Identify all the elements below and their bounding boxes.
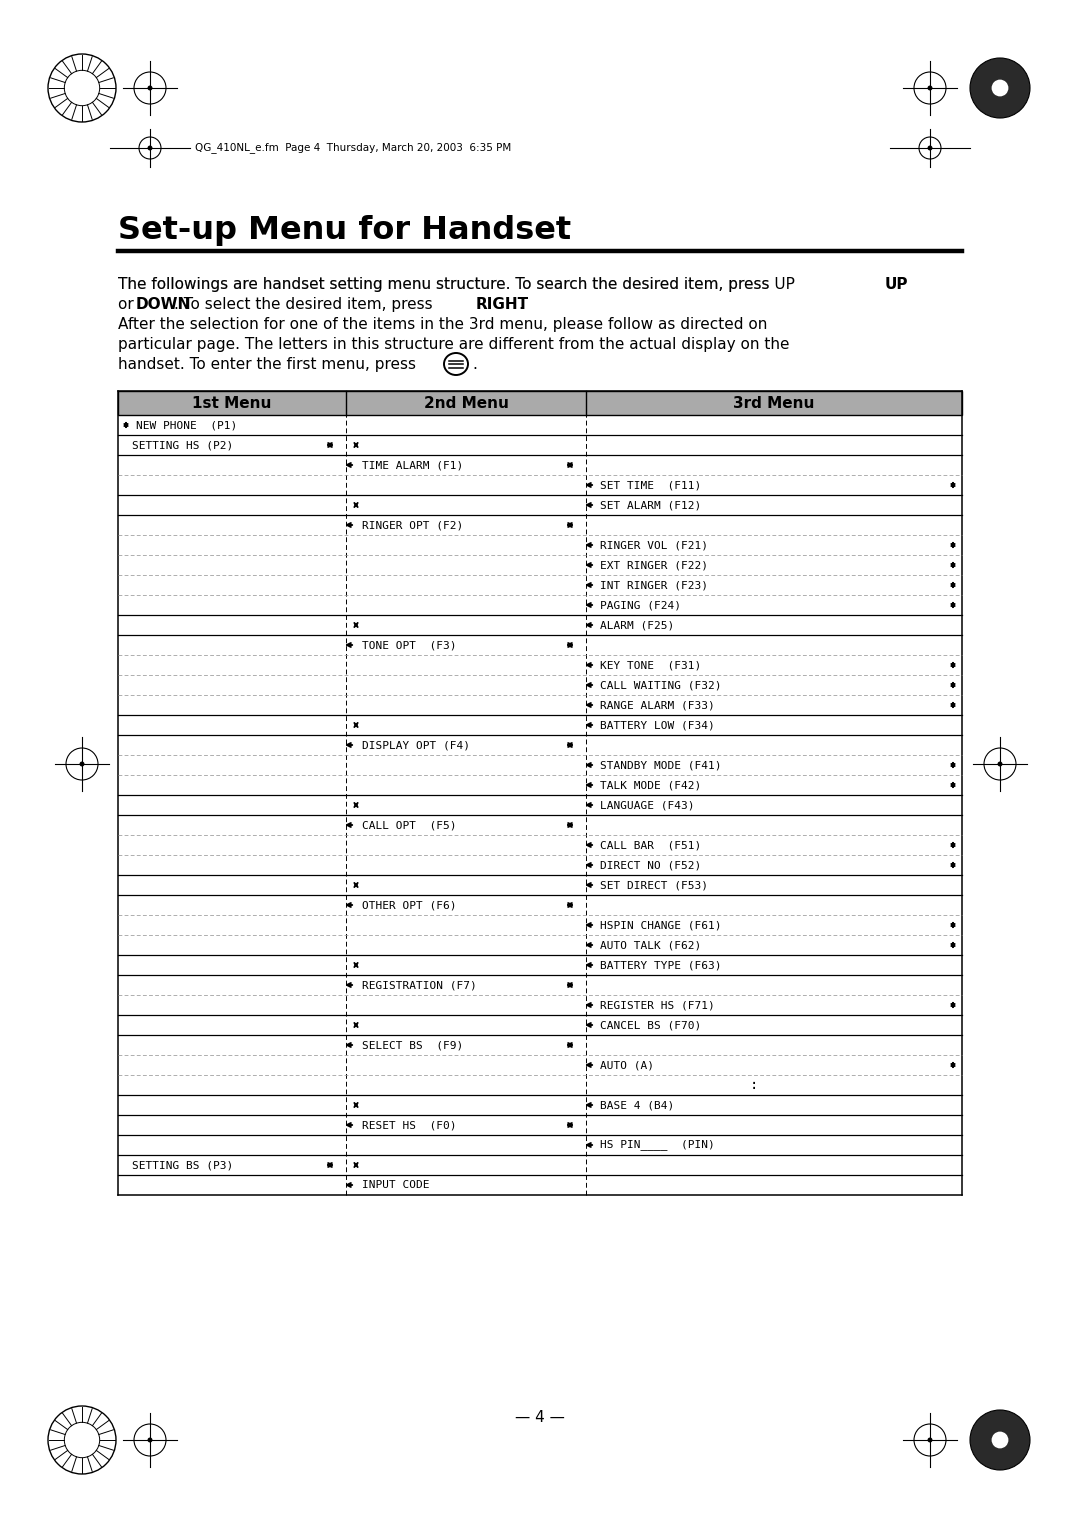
Text: SETTING BS (P3): SETTING BS (P3) [132, 1160, 233, 1170]
Circle shape [970, 58, 1030, 118]
Text: TIME ALARM (F1): TIME ALARM (F1) [362, 460, 463, 471]
Text: BATTERY TYPE (F63): BATTERY TYPE (F63) [600, 960, 721, 970]
Text: SET DIRECT (F53): SET DIRECT (F53) [600, 880, 708, 889]
Text: RINGER OPT (F2): RINGER OPT (F2) [362, 520, 463, 530]
Text: AUTO TALK (F62): AUTO TALK (F62) [600, 940, 701, 950]
Text: ALARM (F25): ALARM (F25) [600, 620, 674, 630]
Circle shape [991, 79, 1009, 96]
Circle shape [148, 145, 152, 150]
Text: DISPLAY OPT (F4): DISPLAY OPT (F4) [362, 740, 470, 750]
Text: INT RINGER (F23): INT RINGER (F23) [600, 581, 708, 590]
Text: EXT RINGER (F22): EXT RINGER (F22) [600, 559, 708, 570]
Text: DIRECT NO (F52): DIRECT NO (F52) [600, 860, 701, 869]
Text: REGISTER HS (F71): REGISTER HS (F71) [600, 999, 715, 1010]
Text: . To select the desired item, press: . To select the desired item, press [174, 296, 437, 312]
Text: BATTERY LOW (F34): BATTERY LOW (F34) [600, 720, 715, 730]
Text: The followings are handset setting menu structure. To search the desired item, p: The followings are handset setting menu … [118, 277, 774, 292]
Text: NEW PHONE  (P1): NEW PHONE (P1) [136, 420, 238, 429]
Text: or: or [118, 296, 138, 312]
Circle shape [928, 145, 932, 150]
Text: DOWN: DOWN [136, 296, 191, 312]
Text: HSPIN CHANGE (F61): HSPIN CHANGE (F61) [600, 920, 721, 931]
Text: .: . [518, 296, 523, 312]
Text: CALL BAR  (F51): CALL BAR (F51) [600, 840, 701, 850]
Text: RIGHT: RIGHT [476, 296, 529, 312]
Text: 1st Menu: 1st Menu [192, 396, 272, 411]
Text: CANCEL BS (F70): CANCEL BS (F70) [600, 1021, 701, 1030]
Text: KEY TONE  (F31): KEY TONE (F31) [600, 660, 701, 669]
Circle shape [998, 761, 1002, 767]
Text: LANGUAGE (F43): LANGUAGE (F43) [600, 801, 694, 810]
Circle shape [80, 761, 84, 767]
Text: BASE 4 (B4): BASE 4 (B4) [600, 1100, 674, 1109]
Text: CALL WAITING (F32): CALL WAITING (F32) [600, 680, 721, 691]
Text: CALL OPT  (F5): CALL OPT (F5) [362, 821, 457, 830]
Text: REGISTRATION (F7): REGISTRATION (F7) [362, 979, 476, 990]
Text: 2nd Menu: 2nd Menu [423, 396, 509, 411]
Text: Set-up Menu for Handset: Set-up Menu for Handset [118, 215, 571, 246]
Circle shape [148, 86, 152, 90]
Text: 3rd Menu: 3rd Menu [733, 396, 814, 411]
Text: TONE OPT  (F3): TONE OPT (F3) [362, 640, 457, 649]
Text: AUTO (A): AUTO (A) [600, 1060, 654, 1070]
Text: PAGING (F24): PAGING (F24) [600, 601, 681, 610]
Text: SETTING HS (P2): SETTING HS (P2) [132, 440, 233, 451]
Text: HS PIN____  (PIN): HS PIN____ (PIN) [600, 1140, 715, 1151]
Circle shape [970, 1410, 1030, 1470]
Text: SELECT BS  (F9): SELECT BS (F9) [362, 1041, 463, 1050]
Text: The followings are handset setting menu structure. To search the desired item, p: The followings are handset setting menu … [118, 277, 774, 292]
Text: INPUT CODE: INPUT CODE [362, 1180, 430, 1190]
Text: handset. To enter the first menu, press: handset. To enter the first menu, press [118, 358, 416, 371]
Text: RESET HS  (F0): RESET HS (F0) [362, 1120, 457, 1131]
Text: particular page. The letters in this structure are different from the actual dis: particular page. The letters in this str… [118, 338, 789, 351]
Text: RANGE ALARM (F33): RANGE ALARM (F33) [600, 700, 715, 711]
Text: QG_410NL_e.fm  Page 4  Thursday, March 20, 2003  6:35 PM: QG_410NL_e.fm Page 4 Thursday, March 20,… [195, 142, 511, 153]
Text: TALK MODE (F42): TALK MODE (F42) [600, 779, 701, 790]
Text: OTHER OPT (F6): OTHER OPT (F6) [362, 900, 457, 911]
Text: The followings are handset setting menu structure. To search the desired item, p: The followings are handset setting menu … [118, 277, 795, 292]
Text: :: : [750, 1077, 758, 1093]
Text: SET ALARM (F12): SET ALARM (F12) [600, 500, 701, 510]
Text: .: . [472, 358, 477, 371]
Text: RINGER VOL (F21): RINGER VOL (F21) [600, 539, 708, 550]
Text: — 4 —: — 4 — [515, 1410, 565, 1426]
Circle shape [928, 86, 932, 90]
Text: After the selection for one of the items in the 3rd menu, please follow as direc: After the selection for one of the items… [118, 316, 768, 332]
Text: UP: UP [885, 277, 908, 292]
Circle shape [148, 1438, 152, 1442]
Circle shape [991, 1432, 1009, 1449]
Bar [118, 391, 962, 416]
Text: STANDBY MODE (F41): STANDBY MODE (F41) [600, 759, 721, 770]
Text: SET TIME  (F11): SET TIME (F11) [600, 480, 701, 490]
Circle shape [928, 1438, 932, 1442]
